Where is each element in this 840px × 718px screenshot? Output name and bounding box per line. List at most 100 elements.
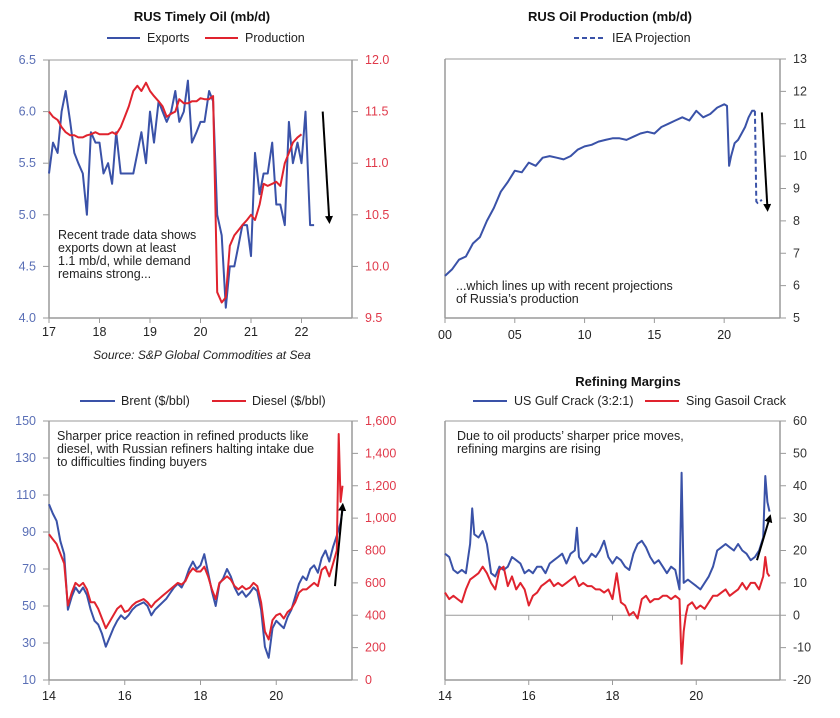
annotation: ...which lines up with recent projection… <box>456 279 673 306</box>
chart-rus-oil-production: RUS Oil Production (mb/d) IEA Projection… <box>438 9 807 342</box>
series-group <box>444 103 772 277</box>
series-line-exports <box>48 79 315 309</box>
axes: 17 18 19 20 21 22 4.0 4.5 5.0 5.5 6.0 6.5 9.5 10.0 10.… <box>19 53 390 339</box>
y-left-tick-label: 110 <box>16 488 36 502</box>
annotation-line: Recent trade data shows <box>58 228 196 242</box>
legend-label-diesel: Diesel ($/bbl) <box>252 394 326 408</box>
y-right-tick-label: 1,000 <box>365 511 396 525</box>
annotation-line: exports down at least <box>58 241 177 255</box>
legend: Exports Production <box>107 31 305 45</box>
x-tick-label: 19 <box>143 325 157 339</box>
axes: 14 16 18 20 -20 -10 0 10 20 30 40 50 60 <box>438 414 811 703</box>
chart-title: RUS Oil Production (mb/d) <box>528 9 692 24</box>
y-right-tick-label: 11.5 <box>365 105 388 119</box>
y-right-tick-label: 200 <box>365 641 386 655</box>
chart-brent-diesel: Brent ($/bbl) Diesel ($/bbl) 14 16 18 20 10 3… <box>15 394 396 703</box>
annotation-line: Due to oil products’ sharper price moves… <box>457 429 684 443</box>
x-tick-label: 17 <box>42 325 56 339</box>
legend-label-sing-gasoil-crack: Sing Gasoil Crack <box>686 394 787 408</box>
y-left-tick-label: 6.0 <box>19 105 36 119</box>
y-right-tick-label: 60 <box>793 414 807 428</box>
x-tick-label: 20 <box>194 325 208 339</box>
annotation-line: to difficulties finding buyers <box>57 455 207 469</box>
y-right-tick-label: 20 <box>793 544 807 558</box>
annotation-line: of Russia’s production <box>456 292 579 306</box>
y-right-tick-label: 10.5 <box>365 208 389 222</box>
y-right-tick-label: 400 <box>365 608 386 622</box>
annotation: Recent trade data shows exports down at … <box>58 228 196 281</box>
series-group <box>48 79 334 309</box>
x-tick-label: 00 <box>438 328 452 342</box>
annotation-line: ...which lines up with recent projection… <box>456 279 673 293</box>
annotation: Due to oil products’ sharper price moves… <box>457 429 684 456</box>
legend: IEA Projection <box>574 31 691 45</box>
x-tick-label: 16 <box>118 689 132 703</box>
chart-rus-timely-oil: RUS Timely Oil (mb/d) Exports Production… <box>19 9 390 362</box>
series-line-diesel-bbl <box>48 433 344 641</box>
y-right-tick-label: 6 <box>793 279 800 293</box>
legend-label-brent: Brent ($/bbl) <box>121 394 190 408</box>
y-right-tick-label: 10 <box>793 576 807 590</box>
y-right-tick-label: 600 <box>365 576 386 590</box>
y-right-tick-label: 50 <box>793 446 807 460</box>
y-left-tick-label: 10 <box>22 673 36 687</box>
series-line-production <box>444 103 755 277</box>
legend: US Gulf Crack (3:2:1) Sing Gasoil Crack <box>473 394 787 408</box>
x-tick-label: 18 <box>93 325 107 339</box>
legend-label-exports: Exports <box>147 31 189 45</box>
y-right-tick-label: 13 <box>793 52 807 66</box>
chart-title: Refining Margins <box>575 374 680 389</box>
y-right-tick-label: 12.0 <box>365 53 389 67</box>
series-group <box>48 433 347 659</box>
series-line-production <box>48 81 303 304</box>
y-left-tick-label: 50 <box>22 599 36 613</box>
x-tick-label: 18 <box>194 689 208 703</box>
x-tick-label: 20 <box>717 328 731 342</box>
trend-arrow <box>760 112 772 212</box>
y-right-tick-label: 10.0 <box>365 259 389 273</box>
y-left-tick-label: 4.5 <box>19 259 36 273</box>
y-right-tick-label: 1,600 <box>365 414 396 428</box>
y-right-tick-label: 1,200 <box>365 479 396 493</box>
y-right-tick-label: 9.5 <box>365 311 382 325</box>
y-right-tick-label: 1,400 <box>365 446 396 460</box>
y-left-tick-label: 90 <box>22 525 36 539</box>
series-line-us-gulf-crack-3-2-1 <box>444 471 771 591</box>
annotation-line: refining margins are rising <box>457 442 601 456</box>
x-tick-label: 15 <box>647 328 661 342</box>
x-tick-label: 16 <box>522 689 536 703</box>
y-right-tick-label: 12 <box>793 84 807 98</box>
chart-title: RUS Timely Oil (mb/d) <box>134 9 270 24</box>
y-left-tick-label: 5.5 <box>19 156 36 170</box>
trend-arrow <box>756 514 773 561</box>
axes: 14 16 18 20 10 30 50 70 90 110 130 150 0 200 400 600 800… <box>15 414 396 703</box>
series-group <box>444 471 773 665</box>
legend-label-production: Production <box>245 31 305 45</box>
y-left-tick-label: 30 <box>22 636 36 650</box>
series-line-iea-projection <box>753 110 763 205</box>
legend: Brent ($/bbl) Diesel ($/bbl) <box>80 394 326 408</box>
y-left-tick-label: 130 <box>15 451 36 465</box>
y-right-tick-label: 0 <box>365 673 372 687</box>
annotation-line: diesel, with Russian refiners halting in… <box>57 442 314 456</box>
y-left-tick-label: 5.0 <box>19 208 36 222</box>
y-right-tick-label: 11.0 <box>365 156 388 170</box>
annotation: Sharper price reaction in refined produc… <box>57 429 314 469</box>
y-right-tick-label: 11 <box>793 117 806 131</box>
y-right-tick-label: 8 <box>793 214 800 228</box>
series-line-brent-bbl <box>48 503 344 659</box>
x-tick-label: 20 <box>269 689 283 703</box>
y-right-tick-label: 7 <box>793 246 800 260</box>
x-tick-label: 05 <box>508 328 522 342</box>
y-right-tick-label: 9 <box>793 182 800 196</box>
y-left-tick-label: 6.5 <box>19 53 36 67</box>
y-right-tick-label: -10 <box>793 641 811 655</box>
chart-refining-margins: Refining Margins US Gulf Crack (3:2:1) S… <box>438 374 811 703</box>
y-right-tick-label: 40 <box>793 479 807 493</box>
trend-arrow <box>321 111 334 224</box>
x-tick-label: 21 <box>244 325 258 339</box>
annotation-line: remains strong... <box>58 267 151 281</box>
x-tick-label: 10 <box>578 328 592 342</box>
y-left-tick-label: 150 <box>15 414 36 428</box>
